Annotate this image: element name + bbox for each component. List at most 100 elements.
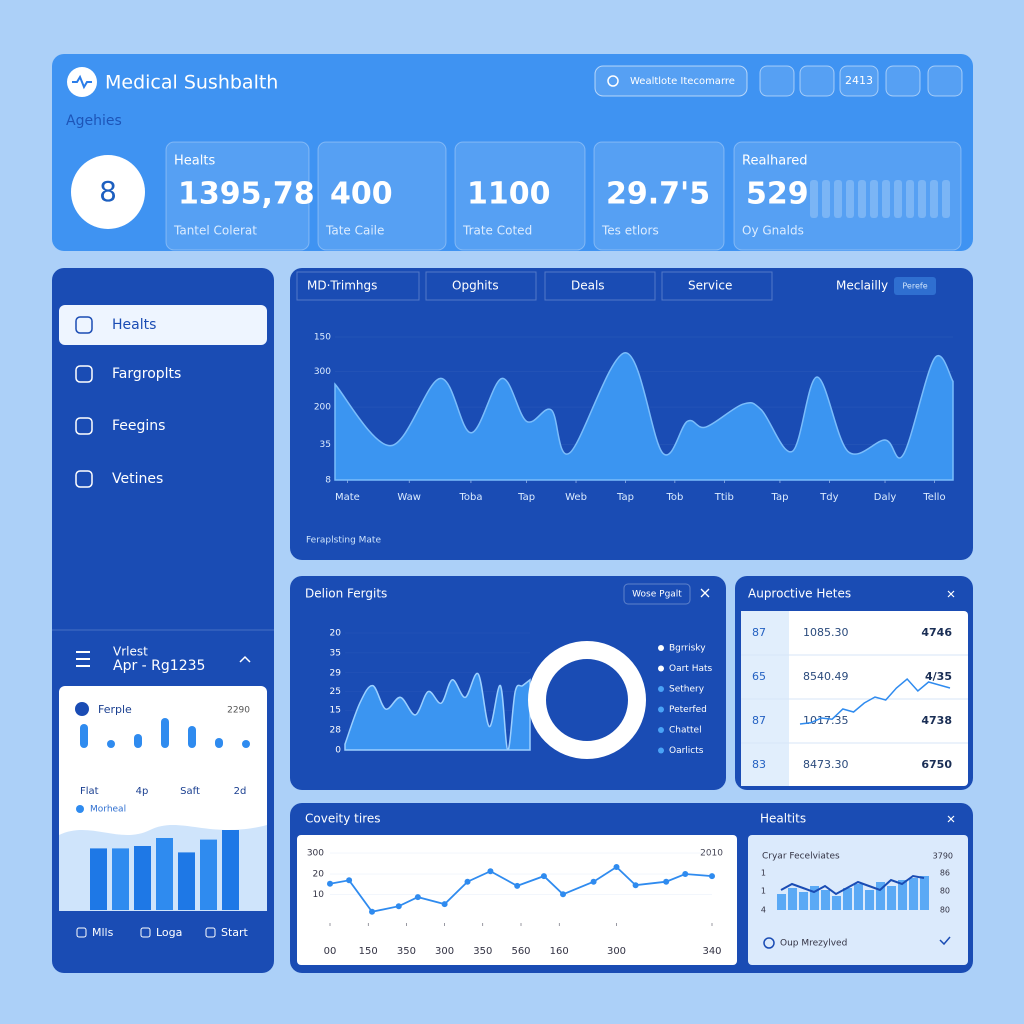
y-tick-label: 80 [940, 887, 950, 896]
x-tick-label: 350 [473, 946, 492, 957]
card-decor [930, 180, 938, 218]
stat-card [593, 141, 725, 251]
x-tick-label: 00 [324, 946, 337, 957]
tab-label[interactable]: Opghits [452, 279, 499, 293]
tab-label[interactable]: MD·Trimhgs [307, 279, 377, 293]
stat-value: 529 [746, 177, 809, 212]
x-tick-label: Tap [616, 492, 634, 503]
icon-button[interactable] [927, 65, 963, 97]
stat-value: 29.7'5 [606, 177, 710, 212]
icon-button[interactable] [839, 65, 879, 97]
search-text[interactable]: Wealtlote Itecomarre [630, 76, 735, 87]
filter-chip[interactable] [894, 277, 936, 295]
stat-value: 1395,78 [178, 177, 315, 212]
nav-item[interactable]: Fargroplts [112, 366, 181, 382]
x-tick-label: 160 [550, 946, 569, 957]
card-decor [810, 180, 818, 218]
footer-link[interactable]: Loga [156, 926, 182, 939]
legend-dot [658, 686, 664, 692]
nav-item[interactable]: Vetines [112, 471, 163, 487]
bar [810, 886, 819, 910]
point [327, 880, 333, 887]
nav-active [59, 305, 267, 345]
point [682, 871, 689, 877]
tab[interactable] [425, 271, 537, 301]
tab[interactable] [544, 271, 656, 301]
point [441, 901, 448, 908]
y-tick-label: 0 [335, 746, 341, 756]
stat-label: Realhared [742, 154, 808, 169]
footer-link[interactable]: Mlls [92, 926, 114, 939]
y-tick-label: 86 [940, 869, 950, 878]
icon-button[interactable] [799, 65, 835, 97]
x-tick-label: Tap [770, 492, 788, 503]
bar [178, 852, 195, 910]
legend-dot [658, 665, 664, 672]
count-badge [71, 155, 145, 229]
close [947, 590, 955, 598]
bar [854, 884, 863, 910]
icon-button[interactable] [885, 65, 921, 97]
bar [90, 848, 107, 910]
y-tick-label: 4 [761, 906, 766, 915]
legend-dot [76, 805, 84, 813]
stat-caption: Tes etlors [601, 224, 659, 238]
panel-title: Coveity tires [305, 812, 381, 826]
cell: 4738 [921, 714, 952, 727]
card-decor [834, 180, 842, 218]
line [780, 874, 925, 896]
nav-item[interactable]: Feegins [112, 418, 165, 434]
cell: 1085.30 [803, 626, 849, 639]
footer-link[interactable]: Start [221, 926, 249, 939]
bar [777, 894, 786, 910]
nav-item[interactable]: Healts [112, 317, 156, 333]
point [632, 882, 639, 889]
x-tick-label: Mate [335, 492, 360, 503]
bar [865, 890, 874, 910]
health-subtitle: Cryar Fecelviates [762, 852, 840, 862]
y-tick-label: 1 [761, 887, 766, 896]
app-title: Medical Sushbalth [105, 72, 278, 94]
point [709, 873, 715, 880]
legend-label: Bgrrisky [669, 644, 706, 654]
x-tick-label: Tello [922, 492, 945, 503]
chart-card [297, 835, 737, 965]
bar [909, 878, 918, 910]
icon-button[interactable] [759, 65, 795, 97]
button-label[interactable]: Wose Pgalt [632, 590, 682, 600]
bar [887, 886, 896, 910]
footnote: Feraplsting Mate [306, 536, 381, 546]
mini-label: Saft [180, 786, 200, 797]
corner-label: 2010 [700, 849, 723, 859]
x-tick-label: 300 [435, 946, 454, 957]
y-tick-label: 29 [330, 668, 342, 678]
button[interactable] [623, 583, 691, 605]
cell: 4746 [921, 626, 952, 639]
search-box[interactable] [594, 65, 748, 97]
legend-dot [658, 645, 664, 651]
legend-label: Peterfed [669, 705, 707, 715]
point [514, 882, 521, 889]
mini-label: 4p [136, 786, 149, 797]
x-tick-label: 350 [397, 946, 416, 957]
filter[interactable]: Perefe [902, 282, 927, 291]
bar [898, 880, 907, 910]
cell: 8540.49 [803, 670, 849, 683]
section-title: Vrlest [113, 645, 148, 659]
header-panel [52, 54, 973, 251]
tab[interactable] [296, 271, 420, 301]
x-tick-label: Daly [874, 492, 897, 503]
tab[interactable] [661, 271, 773, 301]
tab-label[interactable]: Deals [571, 279, 605, 293]
y-tick-label: 80 [940, 906, 950, 915]
area [334, 351, 954, 481]
close [947, 815, 955, 823]
footer-text: Oup Mrezylved [780, 939, 847, 949]
bar [788, 888, 797, 910]
pill [80, 724, 88, 748]
footer-icon [205, 927, 216, 938]
donut [528, 641, 646, 759]
tab-label[interactable]: Service [688, 279, 732, 293]
footer-icon [76, 927, 87, 938]
